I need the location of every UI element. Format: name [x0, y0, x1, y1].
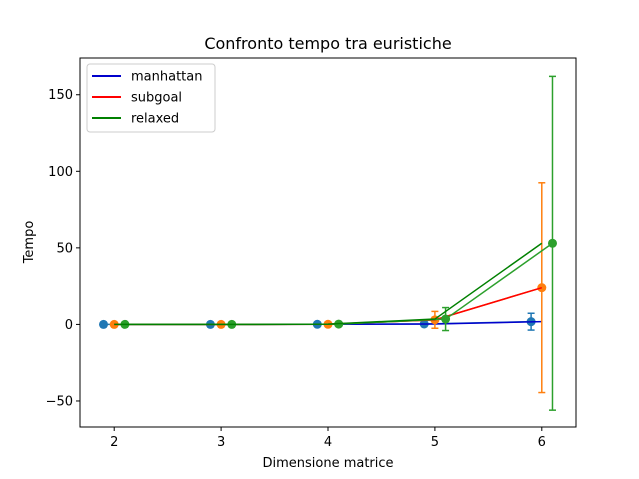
y-tick-label: 150 — [48, 88, 73, 103]
legend-label-relaxed: relaxed — [131, 112, 179, 127]
x-tick-label: 5 — [431, 435, 439, 450]
plot-area — [99, 75, 557, 411]
x-tick-label: 2 — [110, 435, 118, 450]
series-trend-relaxed — [114, 242, 543, 326]
chart-title: Confronto tempo tra euristiche — [204, 34, 451, 53]
data-point — [547, 238, 557, 248]
x-tick-label: 3 — [217, 435, 225, 450]
series-line-relaxed — [124, 242, 553, 326]
series-relaxed — [114, 75, 557, 411]
series-subgoal — [109, 182, 547, 394]
legend: manhattan subgoal relaxed — [86, 63, 216, 133]
x-tick-label: 4 — [324, 435, 332, 450]
x-axis: 2 3 4 5 6 — [110, 427, 546, 450]
y-tick-label: −50 — [46, 394, 73, 409]
legend-label-manhattan: manhattan — [131, 70, 202, 85]
x-axis-label: Dimensione matrice — [262, 456, 393, 471]
y-tick-label: 50 — [56, 241, 73, 256]
y-tick-label: 100 — [48, 165, 73, 180]
series-trend-subgoal — [114, 286, 543, 326]
series-manhattan — [99, 312, 542, 331]
y-axis-label: Tempo — [22, 221, 37, 265]
data-point — [441, 314, 451, 324]
series-line-subgoal — [114, 286, 543, 326]
y-axis: −50 0 50 100 150 — [46, 88, 80, 409]
data-point — [99, 319, 109, 329]
y-tick-label: 0 — [65, 318, 73, 333]
legend-label-subgoal: subgoal — [131, 91, 182, 106]
legend-box — [86, 63, 216, 133]
x-tick-label: 6 — [538, 435, 546, 450]
